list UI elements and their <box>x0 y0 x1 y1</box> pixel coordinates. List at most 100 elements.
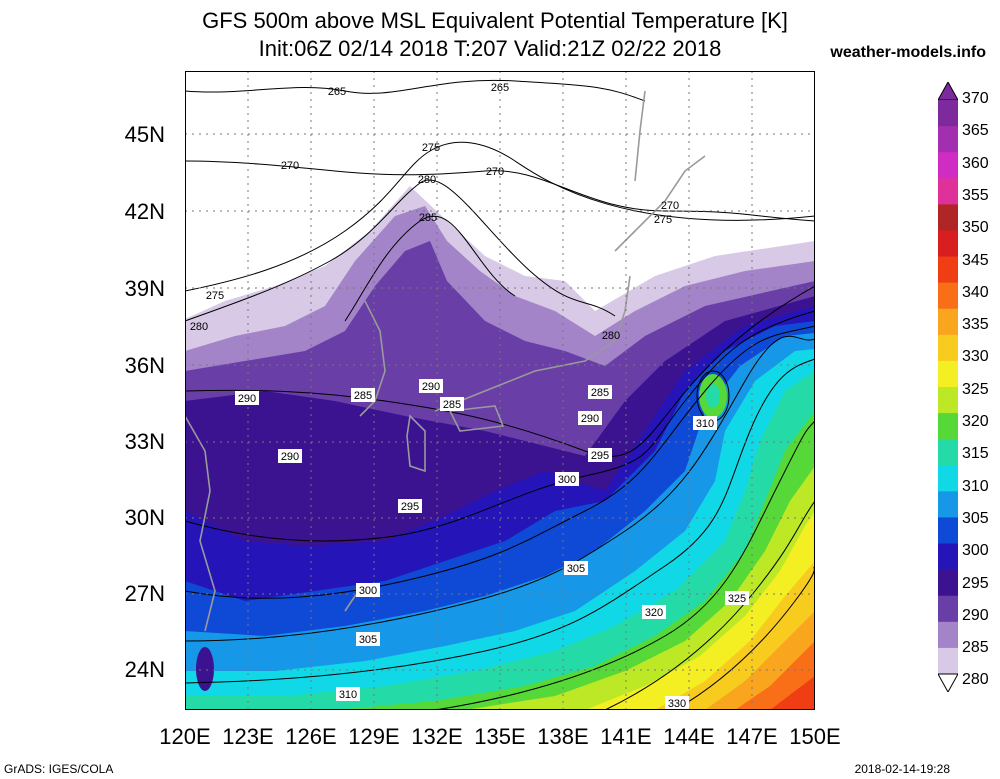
colorbar-swatch <box>938 439 958 466</box>
contour-label: 290 <box>581 413 599 425</box>
colorbar-label: 365 <box>962 122 989 140</box>
colorbar-swatch <box>938 204 958 231</box>
lon-label: 150E <box>789 724 841 749</box>
colorbar-swatch <box>938 569 958 597</box>
contour-label: 290 <box>238 393 256 405</box>
footer-credit: GrADS: IGES/COLA <box>4 762 114 776</box>
colorbar-label: 300 <box>962 542 989 560</box>
contour-label: 270 <box>486 166 504 178</box>
lat-label: 45N <box>124 122 165 147</box>
contour-label: 290 <box>281 451 299 463</box>
lat-label: 42N <box>124 199 165 224</box>
contour-label: 275 <box>206 290 224 302</box>
contour-label: 300 <box>359 585 377 597</box>
contour-265 <box>185 79 646 102</box>
contour-label: 285 <box>354 390 372 402</box>
contour-label: 275 <box>422 142 440 154</box>
contour-label: 285 <box>591 387 609 399</box>
colorbar-swatch <box>938 230 958 258</box>
colorbar-label: 280 <box>962 671 989 689</box>
lon-label: 126E <box>285 724 337 749</box>
contour-285 <box>344 215 516 322</box>
contour-label: 310 <box>696 418 714 430</box>
contour-label: 300 <box>558 474 576 486</box>
colorbar-label: 335 <box>962 316 989 334</box>
contour-325 <box>604 500 815 710</box>
band-315 <box>185 371 815 710</box>
lat-label: 30N <box>124 505 165 530</box>
contour-310 <box>185 358 815 684</box>
colorbar-swatch <box>938 595 958 623</box>
contour-label: 285 <box>419 212 437 224</box>
footer-timestamp: 2018-02-14-19:28 <box>854 762 950 776</box>
colorbar-label: 315 <box>962 445 989 463</box>
taiwan-low <box>196 647 214 691</box>
lat-label: 33N <box>124 429 165 454</box>
lat-label: 24N <box>124 657 165 682</box>
coast-china <box>185 415 216 632</box>
site-credit: weather-models.info <box>830 44 986 61</box>
contour-label: 280 <box>418 174 436 186</box>
colorbar-label: 310 <box>962 477 989 495</box>
theta-e-map: 265 265 275 270 270 280 285 275 270 275 … <box>185 71 815 710</box>
contour-270 <box>185 160 815 222</box>
colorbar-label: 355 <box>962 186 989 204</box>
contour-label: 270 <box>661 200 679 212</box>
contour-label: 290 <box>422 381 440 393</box>
contour-300 <box>185 325 815 599</box>
lat-label: 39N <box>124 276 165 301</box>
contour-label: 280 <box>602 330 620 342</box>
contour-label: 320 <box>645 607 663 619</box>
band-340 <box>770 676 815 710</box>
contour-320 <box>434 420 815 710</box>
contour-label: 265 <box>328 86 346 98</box>
colorbar-swatch <box>938 178 958 205</box>
colorbar-label: 290 <box>962 606 989 624</box>
colorbar-swatch <box>938 465 958 492</box>
colorbar-label: 295 <box>962 574 989 592</box>
colorbar-swatch <box>938 100 958 127</box>
lon-label: 135E <box>474 724 526 749</box>
colorbar-swatch <box>938 308 958 336</box>
contour-275 <box>185 141 815 292</box>
lat-label: 36N <box>124 353 165 378</box>
map-subtitle: Init:06Z 02/14 2018 T:207 Valid:21Z 02/2… <box>258 36 722 61</box>
colorbar-label: 285 <box>962 639 989 657</box>
map-title: GFS 500m above MSL Equivalent Potential … <box>202 8 788 33</box>
colorbar-label: 340 <box>962 283 989 301</box>
contour-label: 270 <box>281 160 299 172</box>
colorbar-top-arrow <box>938 82 958 101</box>
contour-label: 310 <box>339 689 357 701</box>
colorbar <box>938 82 958 692</box>
coast-sakhalin <box>634 90 646 182</box>
lon-label: 120E <box>159 724 211 749</box>
colorbar-label: 360 <box>962 154 989 172</box>
contour-290 <box>185 285 815 457</box>
lat-label: 27N <box>124 581 165 606</box>
colorbar-swatch <box>938 517 958 545</box>
coast-honshu <box>434 275 631 412</box>
colorbar-label: 305 <box>962 509 989 527</box>
colorbar-label: 320 <box>962 413 989 430</box>
colorbar-swatch <box>938 543 958 571</box>
lon-label: 138E <box>537 724 589 749</box>
coast-kyushu <box>406 414 426 473</box>
colorbar-swatch <box>938 282 958 310</box>
contour-305 <box>185 335 815 642</box>
contour-280 <box>185 179 616 322</box>
colorbar-label: 370 <box>962 90 989 107</box>
lon-label: 129E <box>348 724 400 749</box>
colorbar-swatch <box>938 387 958 414</box>
colorbar-swatch <box>938 360 958 388</box>
colorbar-swatch <box>938 152 958 179</box>
lon-label: 132E <box>411 724 463 749</box>
colorbar-swatch <box>938 256 958 284</box>
contour-label: 305 <box>359 634 377 646</box>
lon-label: 144E <box>663 724 715 749</box>
contour-label: 325 <box>728 593 746 605</box>
contour-label: 280 <box>190 321 208 333</box>
colorbar-label: 325 <box>962 380 989 398</box>
colorbar-swatch <box>938 334 958 362</box>
contour-label: 330 <box>668 698 686 710</box>
contour-label: 285 <box>443 399 461 411</box>
